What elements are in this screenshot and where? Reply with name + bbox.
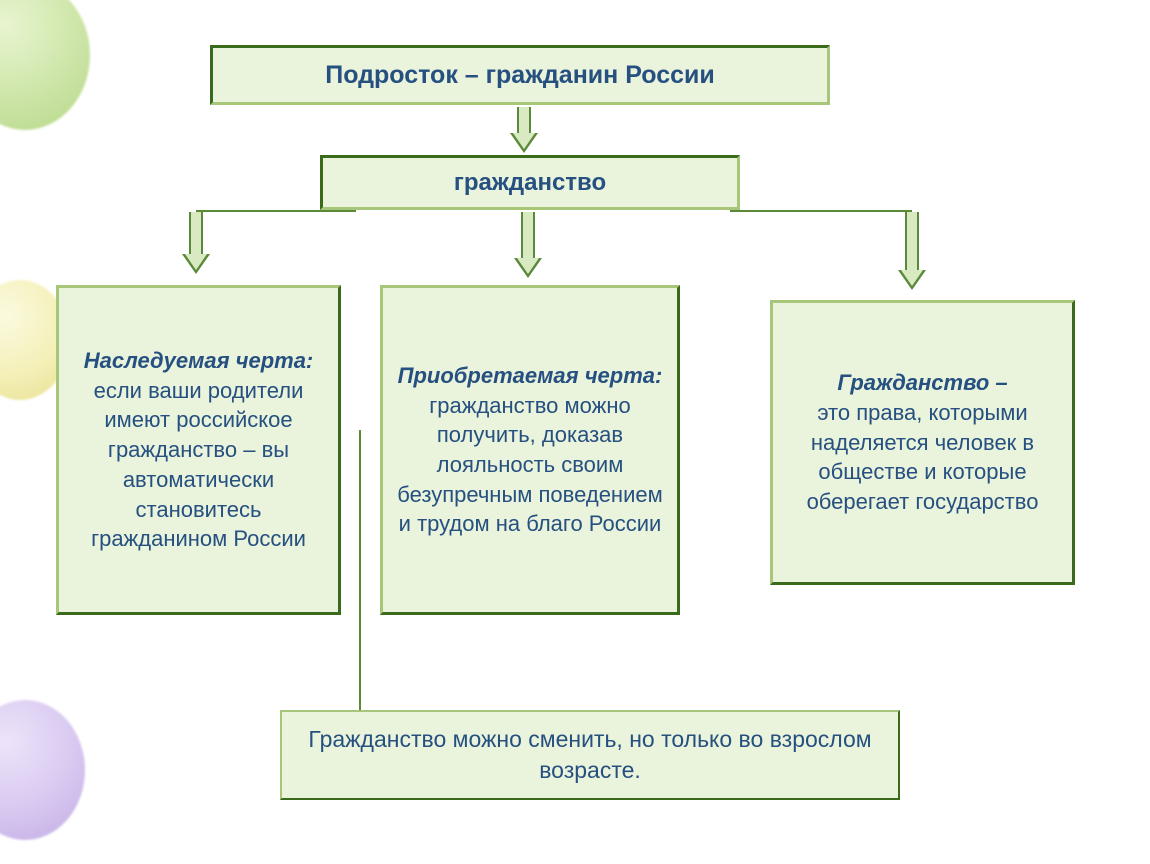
right-body: это права, которыми наделяется человек в… <box>807 400 1039 514</box>
footer-box: Гражданство можно сменить, но только во … <box>280 710 900 800</box>
left-branch-box: Наследуемая черта: если ваши родители им… <box>56 285 341 615</box>
subtitle-text: гражданство <box>454 169 606 197</box>
balloon-green <box>0 0 90 130</box>
mid-heading: Приобретаемая черта: <box>398 363 663 388</box>
arrow-sub-to-mid <box>516 212 540 278</box>
arrow-title-to-sub <box>512 107 536 153</box>
left-heading: Наследуемая черта: <box>84 348 314 373</box>
mid-body: гражданство можно получить, доказав лоял… <box>397 393 662 537</box>
arrow-sub-to-left <box>184 228 208 278</box>
connector-to-footer-vert <box>359 430 361 750</box>
footer-text: Гражданство можно сменить, но только во … <box>296 724 884 786</box>
arrow-sub-to-right <box>900 228 924 294</box>
right-branch-box: Гражданство – это права, которыми наделя… <box>770 300 1075 585</box>
subtitle-box: гражданство <box>320 155 740 210</box>
left-body: если ваши родители имеют российское граж… <box>91 378 306 551</box>
mid-branch-box: Приобретаемая черта: гражданство можно п… <box>380 285 680 615</box>
title-box: Подросток – гражданин России <box>210 45 830 105</box>
balloon-purple <box>0 700 85 840</box>
right-heading: Гражданство – <box>837 370 1007 395</box>
title-text: Подросток – гражданин России <box>325 61 715 90</box>
